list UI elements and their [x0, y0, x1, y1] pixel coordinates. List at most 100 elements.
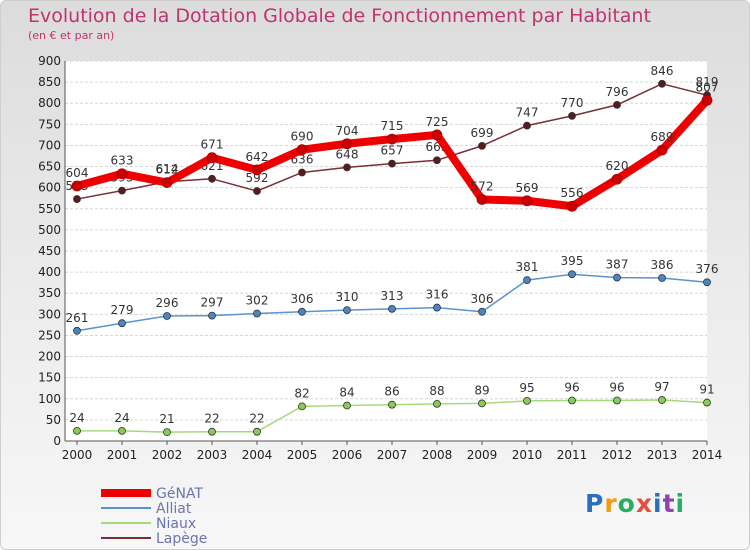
x-tick-label: 2014 — [692, 448, 723, 462]
data-label: 306 — [291, 292, 314, 306]
data-label: 95 — [519, 381, 534, 395]
data-label: 376 — [696, 262, 719, 276]
data-point — [386, 133, 398, 145]
data-point — [163, 428, 171, 437]
x-tick-label: 2012 — [602, 448, 633, 462]
data-label: 604 — [66, 166, 89, 180]
data-label: 279 — [111, 303, 134, 317]
x-tick-label: 2001 — [107, 448, 138, 462]
data-label: 704 — [336, 124, 359, 138]
data-label: 612 — [156, 163, 179, 177]
data-label: 24 — [114, 411, 129, 425]
data-point — [611, 173, 623, 185]
data-label: 22 — [204, 412, 219, 426]
data-point — [298, 168, 306, 177]
data-point — [118, 426, 126, 435]
data-label: 88 — [429, 384, 444, 398]
data-label: 620 — [606, 159, 629, 173]
data-point — [73, 426, 81, 435]
data-point — [71, 180, 83, 192]
data-point — [613, 396, 621, 405]
data-label: 97 — [654, 380, 669, 394]
y-tick-label: 800 — [38, 96, 61, 110]
data-label: 24 — [69, 411, 84, 425]
data-point — [118, 319, 126, 328]
x-tick-label: 2002 — [152, 448, 183, 462]
data-label: 846 — [651, 64, 674, 78]
data-point — [208, 427, 216, 436]
proxiti-logo: Proxiti — [585, 489, 685, 518]
y-tick-label: 650 — [38, 160, 61, 174]
data-point — [343, 401, 351, 410]
data-point — [388, 304, 396, 313]
data-point — [568, 270, 576, 279]
data-label: 556 — [561, 186, 584, 200]
data-point — [73, 195, 81, 203]
data-label: 96 — [564, 380, 579, 394]
y-tick-label: 600 — [38, 181, 61, 195]
data-label: 302 — [246, 293, 269, 307]
y-tick-label: 850 — [38, 75, 61, 89]
data-point — [253, 187, 261, 195]
data-label: 84 — [339, 386, 354, 400]
data-point — [658, 274, 666, 282]
data-label: 569 — [516, 181, 539, 195]
data-label: 86 — [384, 385, 399, 399]
data-label: 657 — [381, 144, 404, 158]
data-point — [433, 399, 441, 408]
x-tick-label: 2005 — [287, 448, 318, 462]
data-label: 796 — [606, 85, 629, 99]
data-point — [523, 276, 531, 285]
x-tick-label: 2013 — [647, 448, 678, 462]
data-point — [658, 79, 666, 88]
y-tick-label: 450 — [38, 244, 61, 258]
y-tick-label: 150 — [38, 371, 61, 385]
data-label: 306 — [471, 292, 494, 306]
data-point — [703, 398, 711, 407]
data-point — [476, 194, 488, 205]
data-point — [523, 396, 531, 405]
x-tick-label: 2010 — [512, 448, 543, 462]
y-tick-label: 100 — [38, 392, 61, 406]
data-label: 22 — [249, 412, 264, 426]
legend-label: GéNAT — [156, 486, 203, 502]
x-tick-label: 2007 — [377, 448, 408, 462]
data-label: 297 — [201, 296, 224, 310]
data-point — [523, 121, 531, 130]
data-point — [206, 152, 218, 164]
data-label: 671 — [201, 138, 224, 152]
data-label: 699 — [471, 126, 494, 140]
data-label: 592 — [246, 171, 269, 185]
data-point — [701, 94, 713, 106]
data-point — [658, 396, 666, 404]
chart-subtitle: (en € et par an) — [28, 29, 115, 42]
y-tick-label: 750 — [38, 117, 61, 131]
x-tick-label: 2008 — [422, 448, 453, 462]
data-label: 633 — [111, 154, 134, 168]
data-label: 614 — [156, 162, 179, 176]
data-point — [656, 144, 668, 156]
y-tick-label: 550 — [38, 202, 61, 216]
data-point — [478, 399, 486, 408]
y-tick-label: 0 — [53, 434, 61, 448]
legend-label: Alliat — [156, 501, 192, 517]
y-tick-label: 200 — [38, 350, 61, 364]
x-tick-label: 2011 — [557, 448, 588, 462]
data-label: 690 — [291, 130, 314, 144]
data-point — [568, 396, 576, 405]
data-point — [431, 129, 443, 141]
data-point — [343, 163, 351, 172]
data-point — [341, 138, 353, 150]
data-point — [343, 306, 351, 315]
data-label: 296 — [156, 296, 179, 310]
legend-label: Niaux — [156, 516, 196, 532]
data-label: 395 — [561, 254, 584, 268]
data-point — [116, 168, 128, 180]
data-point — [298, 402, 306, 411]
x-tick-label: 2004 — [242, 448, 273, 462]
data-point — [388, 159, 396, 168]
logo-letter: P — [585, 489, 605, 518]
data-label: 261 — [66, 311, 89, 325]
data-point — [296, 144, 308, 156]
